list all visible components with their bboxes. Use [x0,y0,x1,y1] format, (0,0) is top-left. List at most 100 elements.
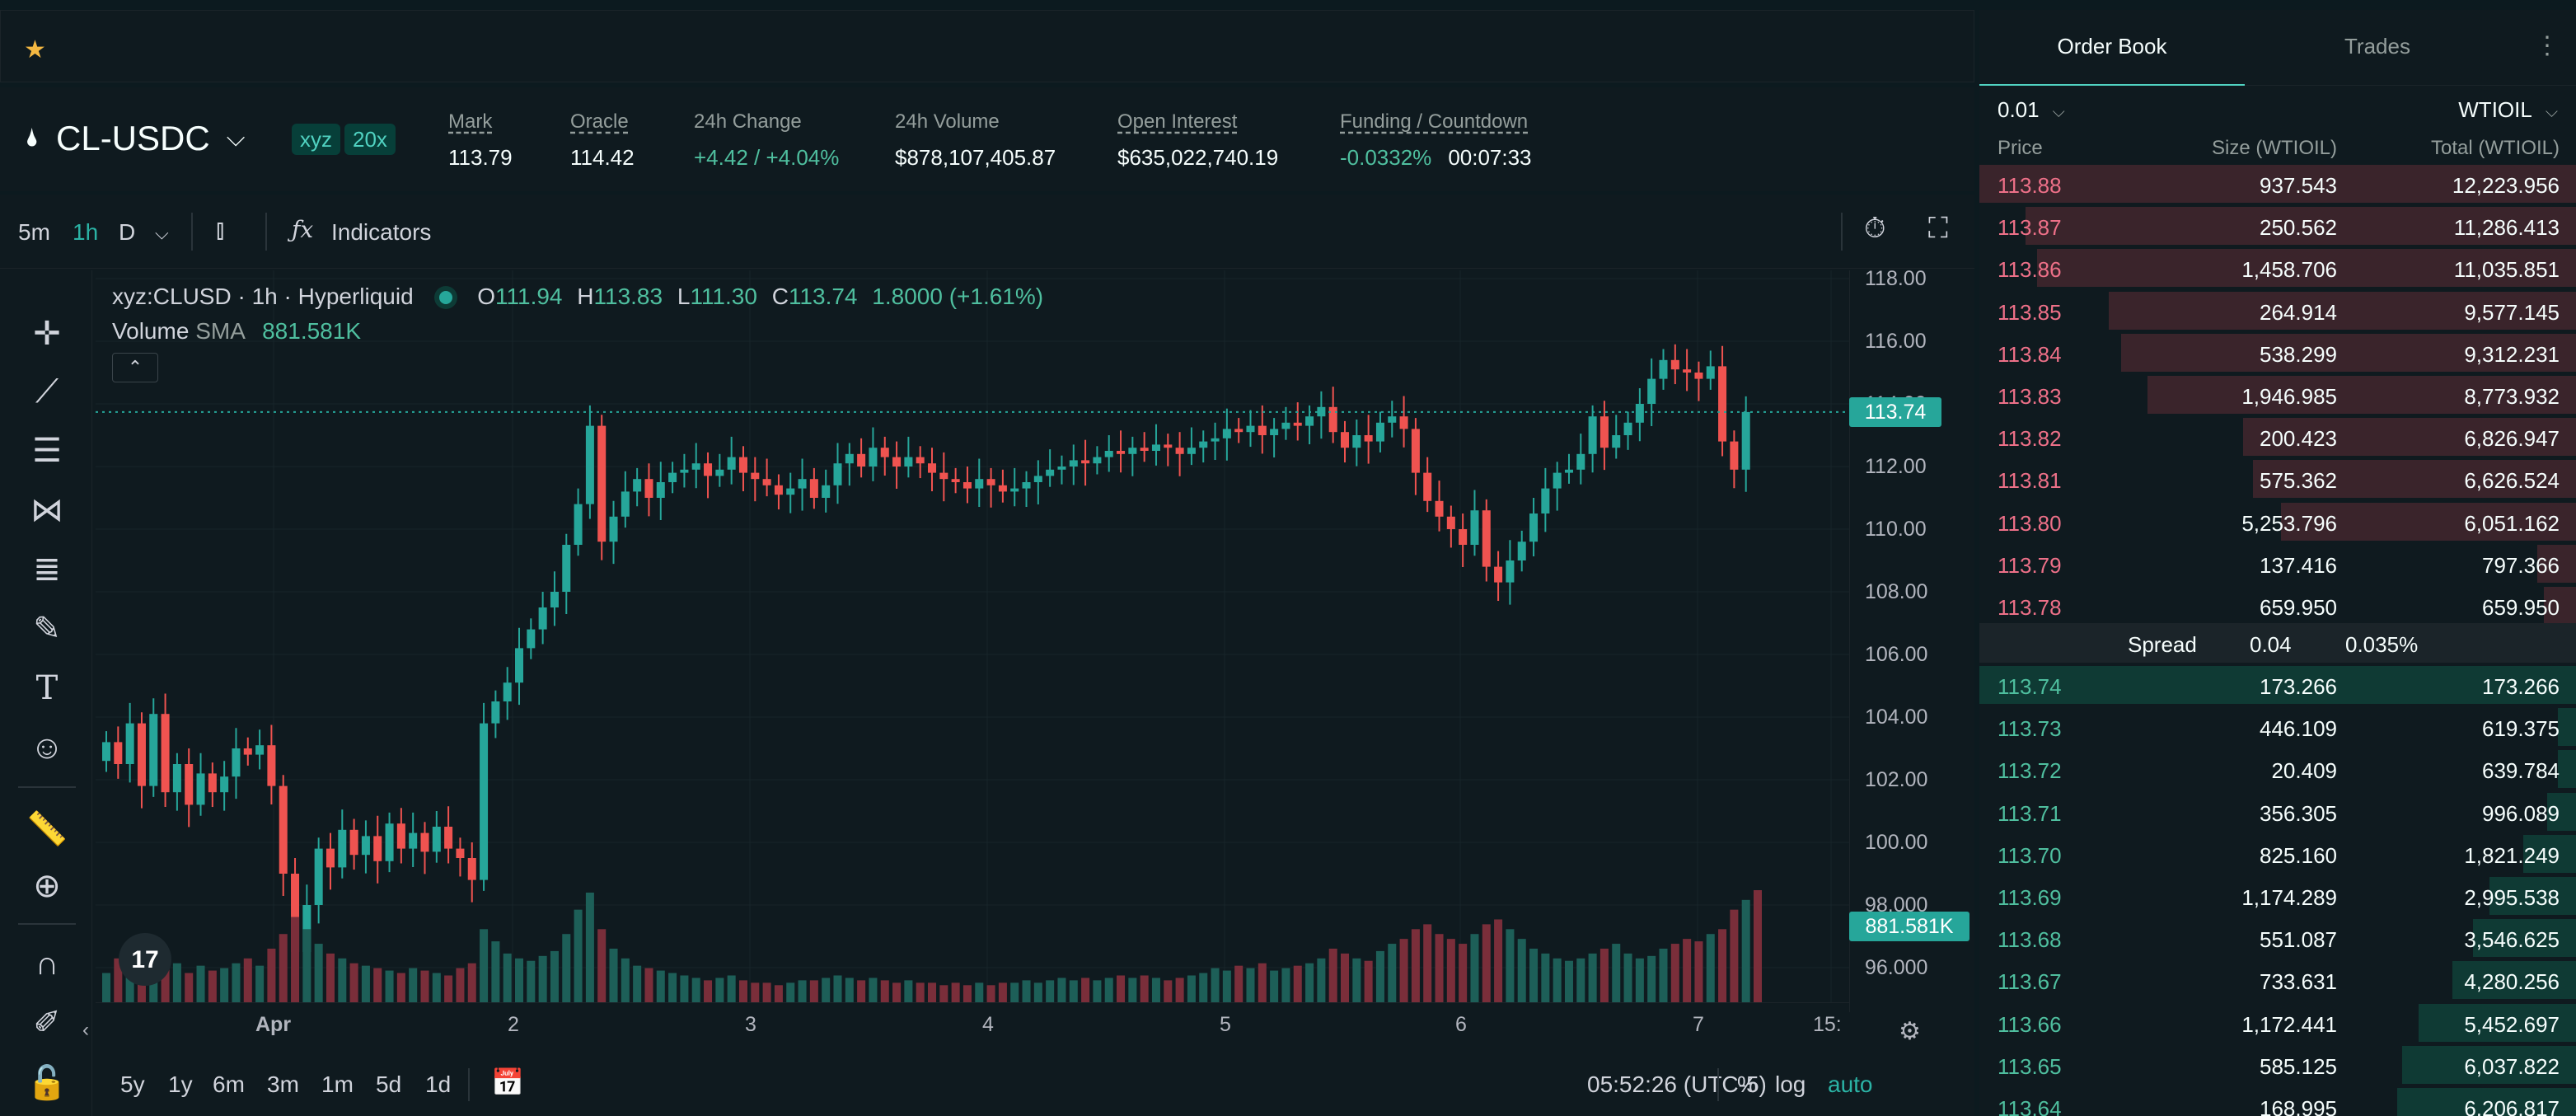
bid-row[interactable]: 113.69 1,174.289 2,995.538 [1979,875,2576,917]
bottom-bar: 5y 1y 6m 3m 1m 5d 1d 📅 05:52:26 (UTC-5) … [96,1060,1974,1109]
clock-time[interactable]: 05:52:26 (UTC-5) [1587,1071,1767,1097]
bid-row[interactable]: 113.71 356.305 996.089 [1979,791,2576,832]
bid-row[interactable]: 113.70 825.160 1,821.249 [1979,833,2576,875]
function-icon[interactable]: ƒx [292,216,314,243]
volume-bar [1199,973,1208,1002]
log-toggle[interactable]: log [1775,1071,1806,1097]
text-icon[interactable]: T [35,669,59,707]
settings-icon[interactable]: ⚙ [1899,1018,1921,1045]
interval-1h[interactable]: 1h [73,219,99,245]
ask-total: 6,051.162 [2464,510,2560,536]
ruler-icon[interactable]: 📏 [26,810,68,847]
interval-chevron-icon[interactable]: ⌵ [155,223,169,243]
candle [385,812,394,873]
ask-row[interactable]: 113.86 1,458.706 11,035.851 [1979,247,2576,288]
candle [1623,411,1632,450]
ask-row[interactable]: 113.83 1,946.985 8,773.932 [1979,374,2576,415]
candle [1270,418,1279,457]
asset-unit-select[interactable]: WTIOIL ⌵ [2458,97,2558,122]
zoom-icon[interactable]: ⊕ [33,868,61,904]
leverage-badge[interactable]: 20x [344,124,396,155]
brush-icon[interactable]: ✎ [33,611,61,647]
fib-icon[interactable]: ≣ [33,551,61,588]
volume-bar [420,970,429,1002]
range-1d[interactable]: 1d [425,1071,452,1097]
range-1y[interactable]: 1y [168,1071,193,1097]
bid-row[interactable]: 113.73 446.109 619.375 [1979,706,2576,748]
bid-size: 825.160 [2260,842,2337,868]
ask-size: 659.950 [2260,595,2337,620]
range-5d[interactable]: 5d [376,1071,402,1097]
volume-bar [1494,919,1503,1002]
volume-bar [774,985,783,1002]
range-5y[interactable]: 5y [120,1071,145,1097]
ask-row[interactable]: 113.81 575.362 6,626.524 [1979,458,2576,499]
candle [172,753,181,811]
ask-row[interactable]: 113.87 250.562 11,286.413 [1979,205,2576,246]
legend-low: 111.30 [690,284,757,309]
horizontal-lines-icon[interactable]: ☰ [32,433,62,469]
emoji-icon[interactable]: ☺ [30,729,64,766]
calendar-icon[interactable]: 📅 [491,1067,524,1097]
bid-row[interactable]: 113.67 733.631 4,280.256 [1979,959,2576,1001]
price-axis[interactable]: 118.00116.00114.00112.00110.00108.00106.… [1849,267,1974,1012]
candle [939,452,948,502]
crosshair-icon[interactable]: ✛ [33,316,61,352]
candle [1612,415,1621,459]
range-6m[interactable]: 6m [213,1071,245,1097]
candle [680,453,689,488]
bid-row[interactable]: 113.74 173.266 173.266 [1979,664,2576,706]
fullscreen-icon[interactable]: ⛶ [1928,213,1948,244]
ask-row[interactable]: 113.84 538.299 9,312.231 [1979,332,2576,373]
trendline-icon[interactable]: ⟋ [35,373,59,410]
bid-row[interactable]: 113.65 585.125 6,037.822 [1979,1044,2576,1086]
tab-order-book[interactable]: Order Book [1979,10,2245,86]
more-icon[interactable]: ⋮ [2535,32,2560,59]
ask-depth-bar [2025,207,2576,246]
tick-size-select[interactable]: 0.01 ⌵ [1998,97,2065,122]
bid-row[interactable]: 113.64 168.995 6,206.817 [1979,1086,2576,1116]
scroll-left-icon[interactable]: ‹ [82,1019,89,1041]
tradingview-logo-icon[interactable] [119,933,171,986]
candle-type-icon[interactable]: ⫾ [216,214,225,244]
market-selector[interactable]: 🌢 CL-USDC ⌵ [25,119,245,158]
alert-icon[interactable]: ⏱ [1864,213,1886,244]
time-tick-label: 3 [745,1013,756,1036]
collapse-legend-button[interactable]: ⌃ [112,353,158,382]
percent-toggle[interactable]: % [1737,1071,1758,1097]
bid-row[interactable]: 113.72 20.409 639.784 [1979,748,2576,790]
ask-row[interactable]: 113.82 200.423 6,826.947 [1979,416,2576,457]
bid-row[interactable]: 113.66 1,172.441 5,452.697 [1979,1002,2576,1043]
magnet-icon[interactable]: ∩ [35,945,59,982]
candle [279,775,288,896]
tab-trades[interactable]: Trades [2344,34,2410,59]
range-3m[interactable]: 3m [267,1071,299,1097]
interval-5m[interactable]: 5m [18,219,50,245]
candle [208,762,217,808]
bid-row[interactable]: 113.68 551.087 3,546.625 [1979,917,2576,959]
ask-row[interactable]: 113.78 659.950 659.950 [1979,585,2576,626]
volume-bar [1211,968,1220,1002]
last-price-tag: 113.74 [1849,396,1941,427]
star-icon[interactable]: ★ [24,36,46,63]
ask-row[interactable]: 113.80 5,253.796 6,051.162 [1979,501,2576,542]
lock-icon[interactable]: 🔓 [26,1064,68,1101]
candle [1635,388,1644,442]
ask-row[interactable]: 113.85 264.914 9,577.145 [1979,290,2576,331]
range-1m[interactable]: 1m [321,1071,354,1097]
time-axis[interactable]: Apr 2 3 4 5 6 7 15: [96,1002,1849,1042]
interval-d[interactable]: D [119,219,136,245]
auto-toggle[interactable]: auto [1828,1071,1873,1097]
price-chart[interactable]: 17 [96,270,1849,1002]
indicators-button[interactable]: Indicators [331,219,432,245]
volume-bar [597,929,607,1002]
pattern-icon[interactable]: ⋈ [30,492,63,528]
ask-row[interactable]: 113.79 137.416 797.366 [1979,543,2576,584]
volume-bar [1506,929,1515,1002]
chart-toolbar: 5m 1h D ⌵ ⫾ ƒx Indicators ⏱ ⛶ [0,195,1974,269]
lock-drawing-icon[interactable]: ✐ [33,1005,61,1041]
candle [503,667,512,720]
chevron-down-icon[interactable]: ⌵ [226,124,246,152]
ask-row[interactable]: 113.88 937.543 12,223.956 [1979,163,2576,204]
bid-depth-bar [2401,1045,2576,1084]
